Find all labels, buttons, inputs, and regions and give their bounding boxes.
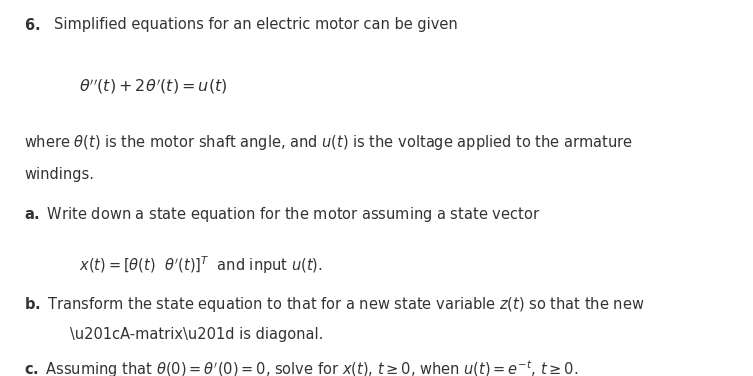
Text: $\mathbf{6.}$: $\mathbf{6.}$	[24, 17, 41, 33]
Text: $\mathbf{a.}$ Write down a state equation for the motor assuming a state vector: $\mathbf{a.}$ Write down a state equatio…	[24, 205, 540, 224]
Text: \u201cA-matrix\u201d is diagonal.: \u201cA-matrix\u201d is diagonal.	[56, 327, 324, 342]
Text: $x(t) = [\theta(t)\ \ \theta'(t)]^T$  and input $u(t).$: $x(t) = [\theta(t)\ \ \theta'(t)]^T$ and…	[79, 254, 323, 276]
Text: windings.: windings.	[24, 167, 94, 182]
Text: Simplified equations for an electric motor can be given: Simplified equations for an electric mot…	[54, 17, 458, 32]
Text: $\mathbf{c.}$ Assuming that $\theta(0) = \theta'(0) = 0$, solve for $x(t)$, $t \: $\mathbf{c.}$ Assuming that $\theta(0) =…	[24, 358, 578, 376]
Text: where $\theta(t)$ is the motor shaft angle, and $u(t)$ is the voltage applied to: where $\theta(t)$ is the motor shaft ang…	[24, 133, 633, 153]
Text: $\mathbf{b.}$ Transform the state equation to that for a new state variable $z(t: $\mathbf{b.}$ Transform the state equati…	[24, 295, 645, 314]
Text: $\theta''(t) + 2\theta'(t) = u(t)$: $\theta''(t) + 2\theta'(t) = u(t)$	[79, 77, 227, 96]
